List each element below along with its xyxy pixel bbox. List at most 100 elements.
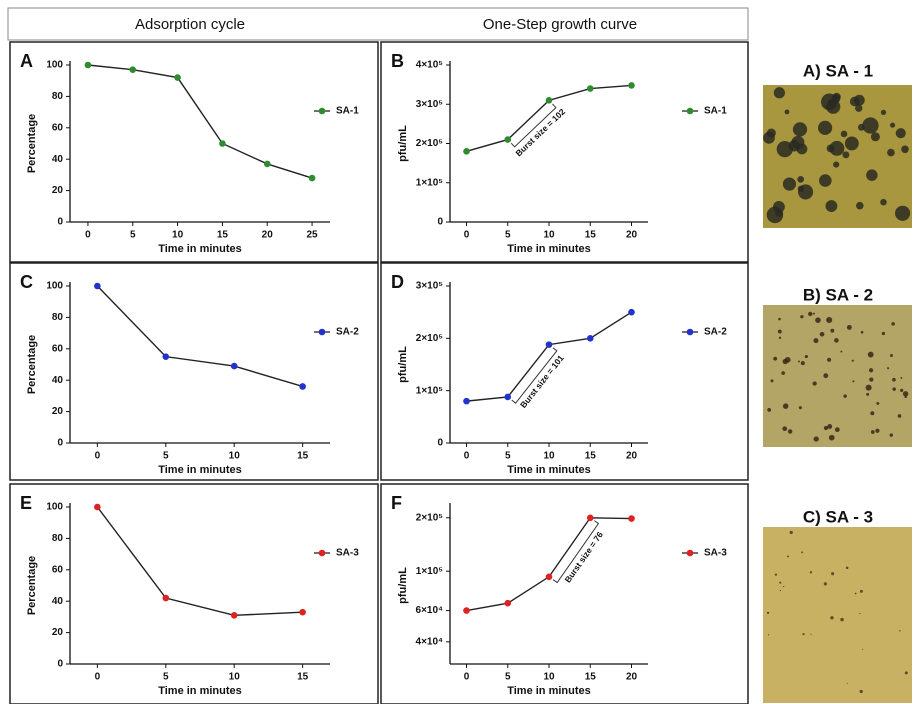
plaque [829,140,845,156]
series-line [96,285,303,388]
x-tick-label: 15 [585,451,597,462]
plaque [784,109,790,115]
panel-frame [380,41,749,263]
plaque [856,201,864,210]
plaque [813,436,819,442]
burst-annotation: Burst size = 102 [513,106,567,158]
plaque [845,566,849,570]
plaque [798,360,800,363]
plaque [763,131,775,144]
plaque [892,377,896,382]
plaque [870,430,875,434]
plaque [846,683,848,685]
plaque-photo [763,527,912,703]
plaque [840,350,843,353]
plaque [887,148,895,157]
plaque [902,391,909,397]
x-tick-label: 20 [626,451,638,462]
plaque [904,395,907,399]
burst-bracket [552,520,600,584]
plaque [766,611,770,614]
plaque [876,401,880,405]
plaque [781,371,785,375]
plaque [823,373,829,379]
plaque [813,338,819,344]
plaque [802,633,805,636]
burst-annotation: Burst size = 76 [563,530,606,585]
x-tick-label: 10 [543,230,555,241]
plaque [778,317,781,321]
plaque [834,427,840,433]
plaque [830,616,834,620]
legend-marker [318,549,326,557]
legend-label: SA-2 [704,327,727,338]
plaque [866,169,878,181]
data-point [162,594,170,602]
plaque [834,338,839,343]
data-point [129,66,137,74]
series-line [96,506,303,617]
x-tick-label: 10 [172,230,184,241]
y-axis-label: pfu/mL [397,125,409,162]
plaque [791,135,805,149]
header-left: Adsorption cycle [135,16,245,33]
y-tick-label: 0 [437,217,443,228]
panel-frame [9,41,379,263]
plaque [783,585,785,588]
plaque [865,384,872,391]
plaque [844,136,859,151]
plaque [904,671,908,675]
burst-annotation: Burst size = 101 [518,353,566,410]
y-tick-label: 1×10⁵ [416,566,444,577]
x-axis-label: Time in minutes [158,464,242,476]
x-tick-label: 15 [297,451,309,462]
x-tick-label: 0 [85,230,91,241]
y-axis-label: pfu/mL [397,567,409,604]
plaque [895,205,911,221]
y-tick-label: 100 [46,502,63,513]
plaque [875,428,880,433]
header-box [7,7,749,41]
plaque [801,551,804,554]
data-point [545,573,553,581]
plaque [895,128,906,139]
plaque [826,144,835,153]
data-point [545,97,553,104]
plaque [782,403,789,409]
x-axis-label: Time in minutes [507,464,591,476]
plaque [823,425,829,431]
photo-title: B) SA - 2 [803,285,873,304]
y-tick-label: 40 [52,596,64,607]
x-tick-label: 10 [543,451,555,462]
data-point [94,503,101,511]
panel-frame [9,262,379,481]
x-tick-label: 0 [464,451,470,462]
plaque [787,555,789,558]
data-point [84,61,92,69]
y-tick-label: 100 [46,281,63,292]
legend-label: SA-2 [336,327,359,338]
plaque-photo [763,305,912,447]
y-tick-label: 1×10⁵ [416,177,444,188]
y-tick-label: 40 [52,154,64,165]
panel-frame [380,262,749,481]
plaque [840,617,844,622]
x-tick-label: 20 [262,230,274,241]
series-line [466,517,632,612]
panel-letter: B [391,51,404,71]
legend-label: SA-3 [704,548,727,559]
y-axis-label: Percentage [26,114,38,173]
y-tick-label: 4×10⁵ [416,60,444,71]
plaque [890,122,896,128]
plaque [827,357,832,362]
panel-frame [9,483,379,704]
x-tick-label: 0 [95,451,101,462]
data-point [308,174,316,182]
photo-title: C) SA - 3 [803,507,873,526]
y-tick-label: 60 [52,564,64,575]
plaque [767,407,772,412]
x-tick-label: 15 [585,672,597,683]
plaque [900,376,903,379]
plaque [831,93,841,104]
plaque [887,367,890,370]
